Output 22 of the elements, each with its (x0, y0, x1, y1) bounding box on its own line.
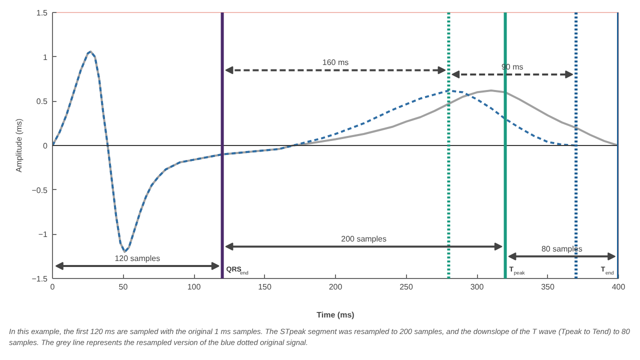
y-tick-label: 1 (43, 52, 48, 62)
x-tick-label: 100 (187, 282, 202, 292)
y-tick-label: 0.5 (36, 97, 48, 106)
annotation: 160 ms (322, 58, 349, 68)
x-axis-title: Time (ms) (316, 310, 355, 320)
x-tick-label: 200 (328, 282, 343, 292)
y-tick-label: −1.5 (32, 274, 48, 284)
annotation: 120 samples (114, 254, 160, 263)
x-tick-label: 350 (541, 282, 555, 292)
annotation: 200 samples (341, 234, 386, 244)
x-tick-label: 0 (50, 282, 56, 292)
y-tick-label: −0.5 (32, 186, 48, 195)
y-axis-title: Amplitude (ms) (14, 118, 24, 172)
x-tick-label: 50 (118, 282, 128, 292)
y-tick-label: 1.5 (36, 8, 48, 18)
x-tick-label: 300 (470, 282, 484, 292)
annotation: 80 samples (541, 244, 582, 254)
x-tick-label: 250 (400, 282, 414, 292)
y-tick-label: 0 (43, 142, 48, 150)
x-tick-label: 150 (258, 282, 272, 292)
y-tick-label: −1 (38, 230, 48, 240)
x-tick-label: 400 (612, 282, 626, 292)
